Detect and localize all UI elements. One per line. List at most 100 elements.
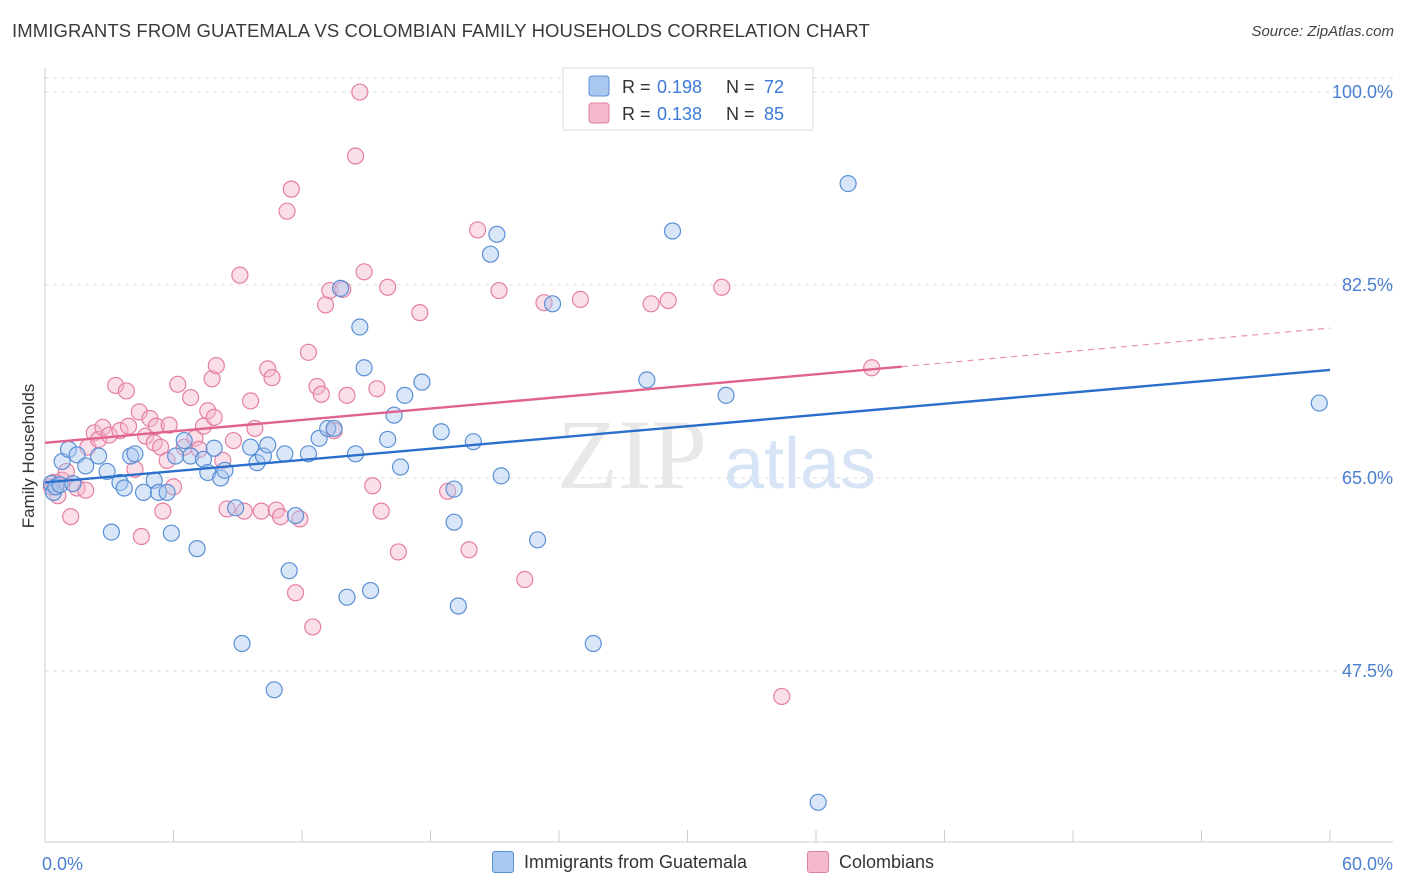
- colombians-point: [169, 375, 187, 393]
- colombians-point: [278, 202, 296, 220]
- guatemala-point: [361, 581, 380, 600]
- guatemala-point: [1310, 394, 1328, 412]
- legend-n-value: 72: [764, 77, 784, 97]
- colombians-trend-line: [44, 365, 902, 444]
- grid-lines: [45, 77, 1393, 672]
- guatemala-point: [413, 373, 431, 391]
- guatemala-point: [379, 430, 397, 449]
- guatemala-point: [158, 483, 176, 501]
- colombians-point: [469, 221, 487, 239]
- guatemala-point: [464, 433, 482, 451]
- watermark-atlas: atlas: [724, 424, 876, 504]
- colombians-point: [190, 440, 208, 458]
- axes: [44, 68, 1393, 843]
- guatemala-point: [175, 431, 193, 450]
- guatemala-point: [280, 562, 298, 580]
- colombians-point: [154, 502, 172, 520]
- colombians-point: [368, 380, 386, 398]
- colombians-point: [389, 543, 407, 561]
- colombians-point: [147, 417, 165, 435]
- series-legend-guatemala[interactable]: Immigrants from Guatemala: [492, 851, 747, 873]
- guatemala-point: [528, 531, 547, 549]
- colombians-point: [304, 618, 322, 636]
- guatemala-point: [233, 634, 251, 653]
- guatemala-point: [839, 174, 857, 193]
- series-swatch-colombians: [807, 851, 829, 873]
- colombians-point: [379, 278, 397, 296]
- source-credit: Source: ZipAtlas.com: [1251, 23, 1394, 40]
- series-swatch-guatemala: [492, 851, 514, 873]
- colombians-point: [282, 180, 300, 198]
- guatemala-point: [638, 371, 656, 389]
- colombians-point: [659, 291, 677, 310]
- trend-lines: [44, 327, 1331, 484]
- guatemala-point: [663, 222, 682, 240]
- colombians-point: [773, 687, 791, 706]
- colombians-point: [439, 482, 457, 500]
- colombians-point: [252, 502, 270, 520]
- colombians-point: [364, 477, 382, 495]
- colombians-point: [351, 83, 369, 101]
- colombians-point: [224, 431, 243, 450]
- colombians-point: [160, 416, 178, 434]
- colombians-point: [316, 296, 335, 314]
- colombians-point: [263, 369, 281, 387]
- colombians-point: [460, 541, 478, 559]
- tick-labels: 47.5% 65.0% 82.5% 100.0% 0.0% 60.0%: [42, 82, 1393, 874]
- colombians-point: [235, 502, 253, 520]
- colombians-point: [355, 263, 373, 281]
- y-axis-label: Family Households: [19, 384, 38, 529]
- watermark-zip: ZIP: [557, 399, 707, 510]
- colombians-point: [117, 382, 135, 400]
- colombians-point: [130, 403, 148, 421]
- colombians-point: [62, 508, 80, 526]
- guatemala-point: [809, 793, 827, 811]
- colombians-point: [119, 417, 138, 435]
- guatemala-point: [432, 423, 450, 441]
- guatemala-point: [717, 386, 735, 404]
- guatemala-point: [331, 279, 350, 297]
- colombians-point: [207, 356, 225, 375]
- guatemala-point: [259, 436, 277, 454]
- guatemala-point: [385, 406, 403, 424]
- colombians-point: [535, 294, 553, 312]
- guatemala-point: [445, 513, 463, 531]
- guatemala-point: [584, 634, 602, 653]
- guatemala-point: [77, 457, 95, 475]
- y-tick-label: 100.0%: [1332, 82, 1393, 102]
- legend-r-value: 0.138: [657, 104, 702, 124]
- colombians-point: [199, 402, 217, 420]
- colombians-point: [312, 385, 330, 403]
- colombians-point: [372, 502, 390, 520]
- legend-swatch-guatemala: [588, 75, 610, 97]
- colombians-point: [182, 388, 200, 407]
- colombians-point: [321, 281, 339, 300]
- series-legend-colombians[interactable]: Colombians: [807, 851, 934, 873]
- guatemala-point: [126, 445, 144, 463]
- legend-n-label: N =: [726, 77, 755, 97]
- guatemala-point: [182, 447, 200, 465]
- colombians-point: [642, 295, 660, 313]
- legend-n-label: N =: [726, 104, 755, 124]
- guatemala-point: [188, 540, 206, 558]
- colombians-point: [231, 266, 249, 284]
- series-guatemala-points: [42, 174, 1328, 811]
- legend-n-value: 85: [764, 104, 784, 124]
- x-tick-label: 0.0%: [42, 854, 83, 874]
- watermark: ZIP atlas: [557, 399, 876, 510]
- colombians-point: [571, 290, 590, 308]
- series-legend-label: Colombians: [839, 851, 935, 872]
- guatemala-trend-line: [44, 368, 1331, 484]
- colombians-point: [107, 376, 125, 395]
- guatemala-point: [488, 225, 506, 243]
- guatemala-point: [325, 419, 343, 438]
- guatemala-point: [205, 439, 223, 457]
- correlation-legend: R = 0.198 N = 72 R = 0.138 N = 85: [562, 67, 814, 131]
- guatemala-point: [355, 359, 373, 377]
- colombians-point: [713, 278, 731, 296]
- colombians-point: [242, 392, 260, 410]
- colombians-point: [158, 451, 176, 470]
- legend-r-value: 0.198: [657, 77, 702, 97]
- colombians-point: [132, 527, 150, 546]
